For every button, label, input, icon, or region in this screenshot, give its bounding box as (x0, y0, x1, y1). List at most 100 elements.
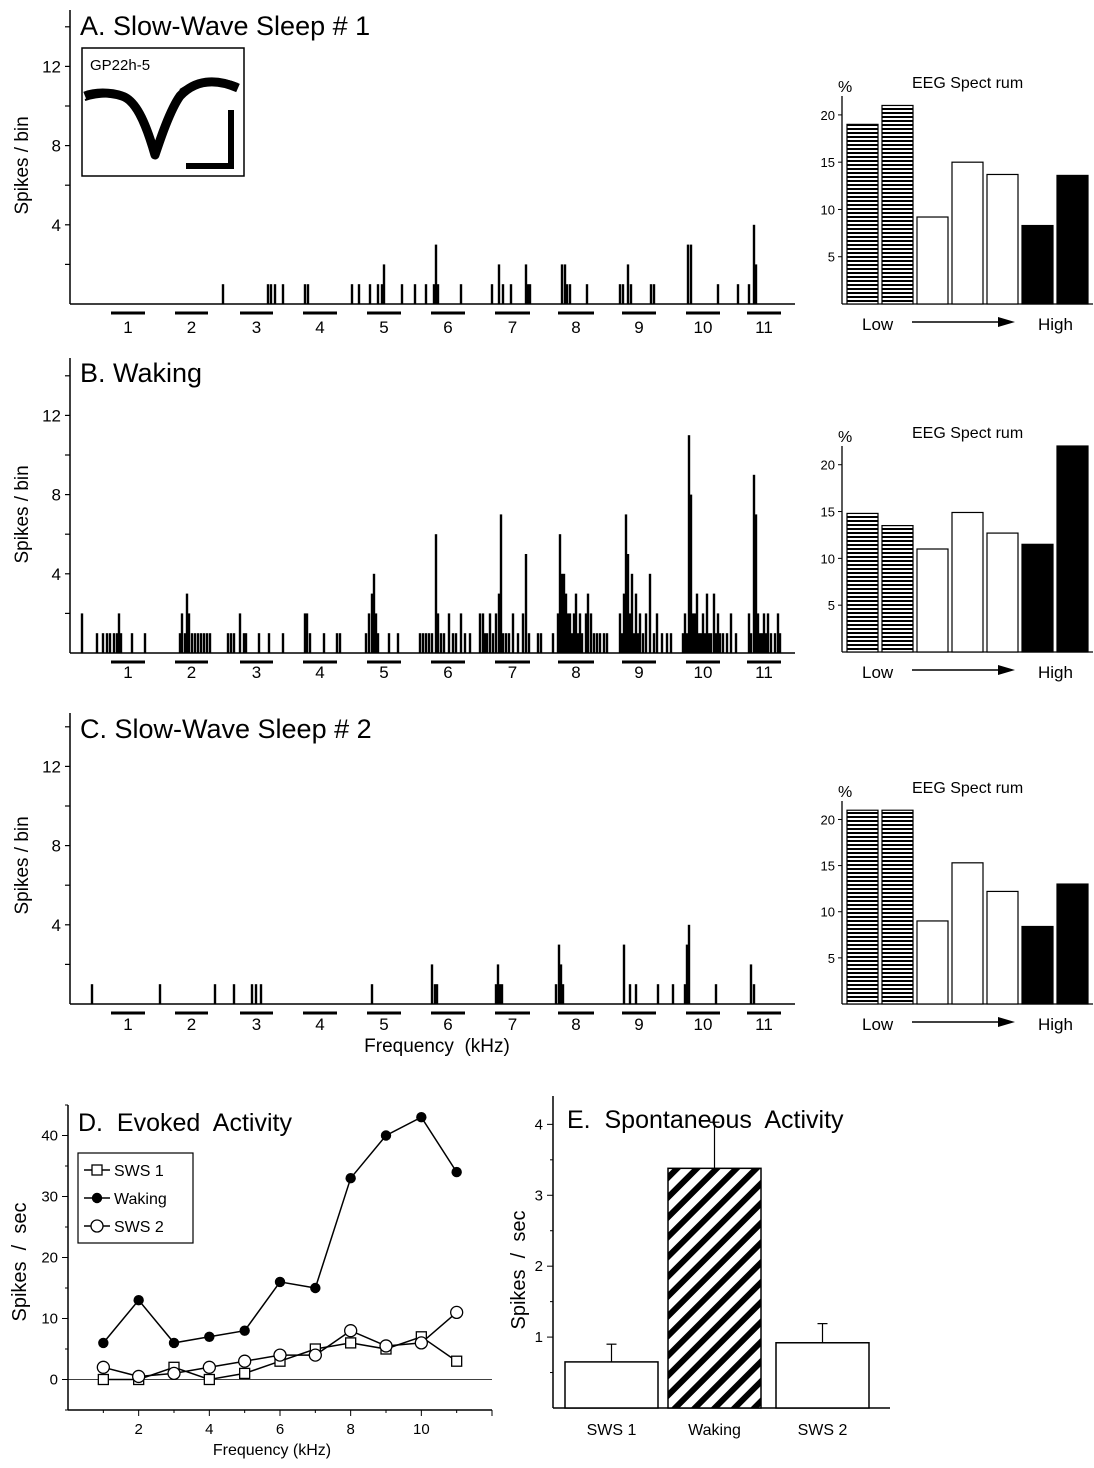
spike-bar (629, 284, 633, 304)
filled-circle-marker (239, 1325, 250, 1336)
e-y-tick-label: 1 (535, 1329, 543, 1346)
eeg-bar (986, 532, 1019, 653)
spike-bar (357, 284, 361, 304)
eeg-y-tick-label: 5 (828, 250, 835, 265)
y-tick-label: 4 (52, 216, 61, 235)
spike-bar (494, 984, 498, 1004)
d-y-tick-label: 20 (41, 1250, 58, 1267)
spike-bar (584, 613, 588, 653)
eeg-arrow-head (998, 665, 1015, 675)
spike-bar (374, 613, 378, 653)
spike-bar (689, 244, 693, 304)
filled-circle-marker (91, 1192, 103, 1204)
spike-bar (119, 633, 123, 653)
spike-bar (729, 613, 733, 653)
activity-bar (667, 1167, 762, 1409)
spike-bar (459, 613, 463, 653)
activity-bar (775, 1342, 870, 1409)
spike-bar (628, 613, 632, 653)
spike-bar (387, 633, 391, 653)
frequency-label: 4 (315, 318, 324, 337)
spike-bar (413, 284, 417, 304)
spike-bar (697, 633, 701, 653)
spike-bar (229, 633, 233, 653)
spike-bar (303, 613, 307, 653)
y-tick-label: 8 (52, 837, 61, 856)
spike-bar (221, 284, 225, 304)
frequency-label: 2 (187, 663, 196, 682)
spike-bar (554, 984, 558, 1004)
spike-bar (621, 284, 625, 304)
eeg-bar (1056, 883, 1089, 1005)
frequency-label: 9 (634, 663, 643, 682)
spike-bar (501, 633, 505, 653)
frequency-label: 11 (755, 318, 773, 337)
eeg-title: EEG Spect rum (912, 780, 1023, 797)
eeg-y-tick-label: 20 (821, 458, 835, 473)
spike-bar (655, 613, 659, 653)
frequency-label: 6 (443, 318, 452, 337)
spike-bars-b (80, 435, 782, 653)
y-axis-label: Spikes / bin (12, 465, 33, 563)
frequency-label: 5 (379, 318, 388, 337)
frequency-label: 4 (315, 1015, 324, 1034)
y-tick-label: 12 (42, 757, 61, 776)
d-x-tick-label: 6 (276, 1421, 284, 1438)
eeg-bar (1021, 543, 1054, 653)
spike-bar (551, 633, 555, 653)
frequency-label: 8 (571, 663, 580, 682)
spike-bar (598, 633, 602, 653)
eeg-bar (986, 890, 1019, 1005)
eeg-y-tick-label: 15 (821, 155, 835, 170)
frequency-label: 1 (123, 663, 132, 682)
spike-bar (709, 633, 713, 653)
spike-bar (400, 284, 404, 304)
eeg-y-tick-label: 20 (821, 108, 835, 123)
spike-bar (254, 984, 258, 1004)
filled-circle-marker (451, 1166, 462, 1178)
spike-bar (595, 633, 599, 653)
d-x-tick-label: 10 (413, 1421, 430, 1438)
spike-bar (556, 613, 560, 653)
panel-d-title: D. Evoked Activity (78, 1109, 292, 1137)
frequency-label: 2 (187, 318, 196, 337)
eeg-y-tick-label: 10 (821, 905, 835, 920)
square-marker (345, 1337, 357, 1349)
legend-label: SWS 2 (114, 1219, 164, 1236)
e-category-label: SWS 1 (587, 1422, 637, 1439)
panel-c-title: C. Slow-Wave Sleep # 2 (80, 714, 372, 744)
spike-bar (430, 633, 434, 653)
spike-bar (652, 633, 656, 653)
spike-bar (306, 284, 310, 304)
spike-bar (773, 633, 777, 653)
eeg-bar (1021, 925, 1054, 1005)
spike-bar (500, 984, 504, 1004)
scale-bar (186, 110, 234, 169)
spike-bar (656, 984, 660, 1004)
spike-bar (734, 633, 738, 653)
spike-bar (526, 284, 530, 304)
spike-bar (364, 633, 368, 653)
spike-bar (338, 633, 342, 653)
spike-bar (707, 633, 711, 653)
d-y-tick-label: 40 (41, 1128, 58, 1145)
spike-bar (436, 284, 440, 304)
spike-bar (560, 573, 564, 653)
d-x-tick-label: 4 (205, 1421, 213, 1438)
spike-bar (497, 264, 501, 304)
spike-bar (269, 284, 273, 304)
spike-bar (490, 284, 494, 304)
spike-bar (305, 613, 309, 653)
filled-circle-marker (133, 1295, 144, 1306)
square-marker (451, 1355, 463, 1367)
eeg-y-tick-label: 15 (821, 859, 835, 874)
spike-bar (498, 984, 502, 1004)
e-y-tick-label: 2 (535, 1258, 543, 1275)
spike-bar (681, 633, 685, 653)
spike-bar (626, 264, 630, 304)
filled-circle-marker (274, 1276, 286, 1288)
spike-bar (632, 633, 636, 653)
spike-bar (424, 284, 428, 304)
